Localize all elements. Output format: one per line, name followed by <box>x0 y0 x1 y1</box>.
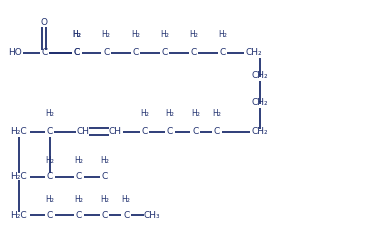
Text: H₂: H₂ <box>140 109 149 118</box>
Text: C: C <box>103 48 109 57</box>
Text: H₂: H₂ <box>191 109 200 118</box>
Text: CH: CH <box>76 127 89 136</box>
Text: C: C <box>47 210 53 220</box>
Text: C: C <box>190 48 196 57</box>
Text: C: C <box>74 48 80 57</box>
Text: H₂: H₂ <box>165 109 174 118</box>
Text: H₂: H₂ <box>73 30 81 39</box>
Text: H₂C: H₂C <box>11 127 27 136</box>
Text: H₂: H₂ <box>100 156 109 165</box>
Text: C: C <box>161 48 168 57</box>
Text: H₂C: H₂C <box>11 172 27 181</box>
Text: HO: HO <box>8 48 22 57</box>
Text: C: C <box>74 48 80 57</box>
Text: C: C <box>76 210 82 220</box>
Text: H₂: H₂ <box>122 195 131 204</box>
Text: H₂: H₂ <box>45 156 54 165</box>
Text: H₂: H₂ <box>131 30 140 39</box>
Text: C: C <box>192 127 198 136</box>
Text: H₂: H₂ <box>73 30 81 39</box>
Text: O: O <box>41 18 48 27</box>
Text: CH₂: CH₂ <box>251 71 268 80</box>
Text: C: C <box>101 172 107 181</box>
Text: C: C <box>76 172 82 181</box>
Text: CH₃: CH₃ <box>143 210 160 220</box>
Text: H₂: H₂ <box>74 195 83 204</box>
Text: C: C <box>123 210 129 220</box>
Text: C: C <box>219 48 226 57</box>
Text: C: C <box>167 127 173 136</box>
Text: C: C <box>132 48 138 57</box>
Text: CH₂: CH₂ <box>245 48 262 57</box>
Text: C: C <box>101 210 107 220</box>
Text: C: C <box>47 172 53 181</box>
Text: CH₂: CH₂ <box>251 127 268 136</box>
Text: H₂: H₂ <box>45 195 54 204</box>
Text: H₂: H₂ <box>212 109 222 118</box>
Text: H₂: H₂ <box>189 30 198 39</box>
Text: H₂: H₂ <box>100 195 109 204</box>
Text: H₂: H₂ <box>218 30 227 39</box>
Text: C: C <box>141 127 147 136</box>
Text: H₂: H₂ <box>160 30 169 39</box>
Text: C: C <box>47 127 53 136</box>
Text: CH₂: CH₂ <box>251 98 268 107</box>
Text: C: C <box>214 127 220 136</box>
Text: C: C <box>41 48 47 57</box>
Text: H₂: H₂ <box>102 30 111 39</box>
Text: H₂C: H₂C <box>11 210 27 220</box>
Text: CH: CH <box>109 127 122 136</box>
Text: H₂: H₂ <box>74 156 83 165</box>
Text: H₂: H₂ <box>45 109 54 118</box>
